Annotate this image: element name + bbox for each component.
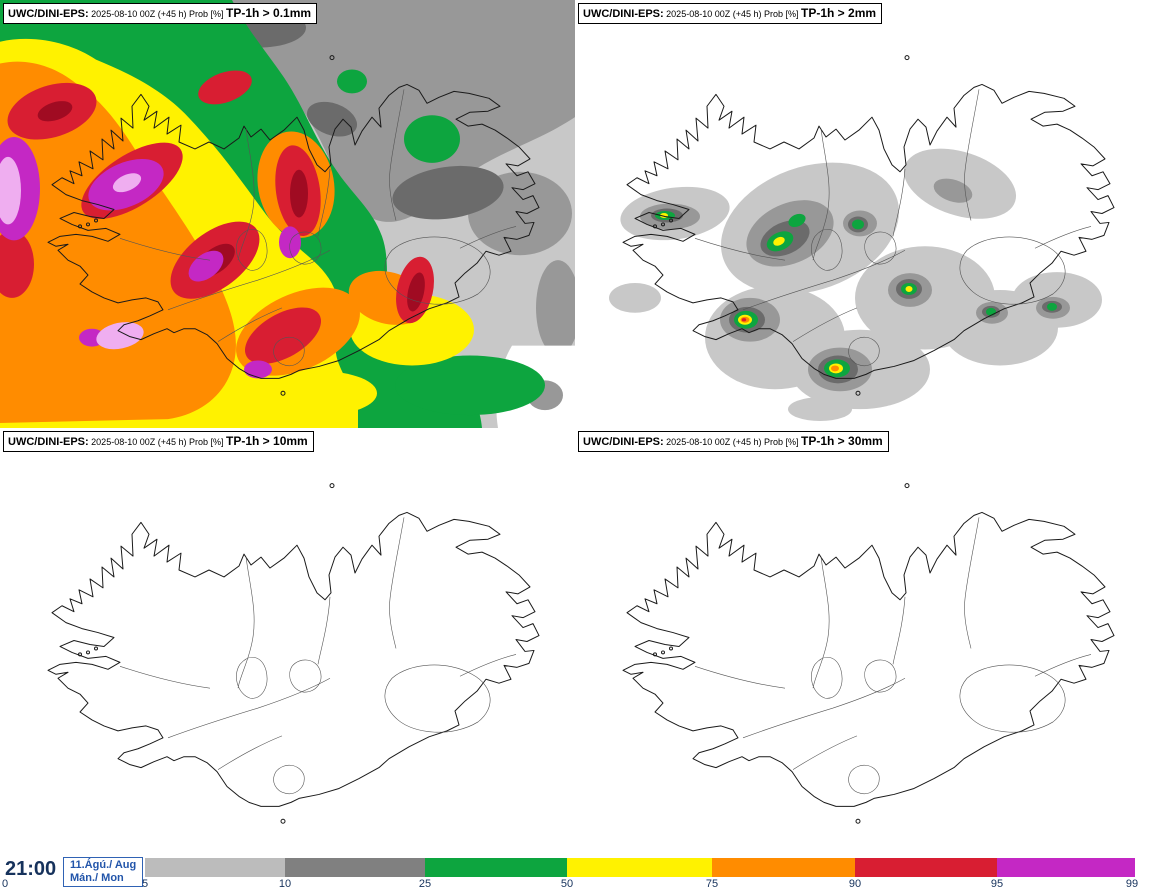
colorbar-segment-10-25 bbox=[285, 858, 425, 877]
map-canvas-30mm bbox=[622, 483, 1115, 824]
run-info: 2025-08-10 00Z (+45 h) Prob [%] bbox=[88, 437, 227, 447]
colorbar-tick-0: 0 bbox=[2, 878, 9, 890]
colorbar-tick-99: 99 bbox=[1125, 878, 1139, 890]
colorbar-tick-90: 90 bbox=[848, 878, 862, 890]
colorbar-tick-10: 10 bbox=[278, 878, 292, 890]
colorbar-tick-25: 25 bbox=[418, 878, 432, 890]
colorbar-segment-50-75 bbox=[567, 858, 712, 877]
probability-field-01mm bbox=[0, 0, 575, 428]
model-name: UWC/DINI-EPS: bbox=[583, 8, 664, 20]
date-line-2: Mán./ Mon bbox=[70, 872, 124, 884]
threshold-label: TP-1h > 30mm bbox=[801, 434, 883, 448]
threshold-label: TP-1h > 10mm bbox=[226, 434, 308, 448]
valid-time: 21:00 bbox=[5, 858, 57, 880]
colorbar-tick-50: 50 bbox=[560, 878, 574, 890]
date-line-1: 11.Ágú./ Aug bbox=[70, 859, 137, 871]
date-box: 11.Ágú./ Aug Mán./ Mon bbox=[63, 857, 144, 887]
colorbar-segment-25-50 bbox=[425, 858, 567, 877]
panel-title-30mm: UWC/DINI-EPS: 2025-08-10 00Z (+45 h) Pro… bbox=[578, 431, 889, 452]
colorbar-segment-95-99 bbox=[997, 858, 1135, 877]
model-name: UWC/DINI-EPS: bbox=[8, 436, 89, 448]
map-canvas-01mm bbox=[0, 0, 575, 428]
colorbar-tick-95: 95 bbox=[990, 878, 1004, 890]
colorbar-tick-5: 5 bbox=[141, 878, 149, 890]
map-panel-10mm: UWC/DINI-EPS: 2025-08-10 00Z (+45 h) Pro… bbox=[0, 428, 575, 856]
colorbar-segment-90-95 bbox=[855, 858, 997, 877]
map-canvas-10mm bbox=[47, 483, 540, 824]
footer: 21:00 11.Ágú./ Aug Mán./ Mon 0 5 10 25 5… bbox=[0, 856, 1150, 891]
model-name: UWC/DINI-EPS: bbox=[8, 8, 89, 20]
colorbar-segment-75-90 bbox=[712, 858, 855, 877]
threshold-label: TP-1h > 0.1mm bbox=[226, 6, 312, 20]
panel-title-10mm: UWC/DINI-EPS: 2025-08-10 00Z (+45 h) Pro… bbox=[3, 431, 314, 452]
model-name: UWC/DINI-EPS: bbox=[583, 436, 664, 448]
threshold-label: TP-1h > 2mm bbox=[801, 6, 877, 20]
panel-title-01mm: UWC/DINI-EPS: 2025-08-10 00Z (+45 h) Pro… bbox=[3, 3, 318, 24]
colorbar bbox=[145, 858, 1135, 877]
map-panel-30mm: UWC/DINI-EPS: 2025-08-10 00Z (+45 h) Pro… bbox=[575, 428, 1150, 856]
map-canvas-2mm bbox=[609, 55, 1115, 422]
run-info: 2025-08-10 00Z (+45 h) Prob [%] bbox=[663, 437, 802, 447]
map-panel-01mm: UWC/DINI-EPS: 2025-08-10 00Z (+45 h) Pro… bbox=[0, 0, 575, 428]
colorbar-segment-5-10 bbox=[145, 858, 285, 877]
panel-title-2mm: UWC/DINI-EPS: 2025-08-10 00Z (+45 h) Pro… bbox=[578, 3, 883, 24]
probability-field-2mm bbox=[609, 148, 1102, 422]
colorbar-tick-75: 75 bbox=[705, 878, 719, 890]
run-info: 2025-08-10 00Z (+45 h) Prob [%] bbox=[663, 9, 802, 19]
map-panel-2mm: UWC/DINI-EPS: 2025-08-10 00Z (+45 h) Pro… bbox=[575, 0, 1150, 428]
run-info: 2025-08-10 00Z (+45 h) Prob [%] bbox=[88, 9, 227, 19]
